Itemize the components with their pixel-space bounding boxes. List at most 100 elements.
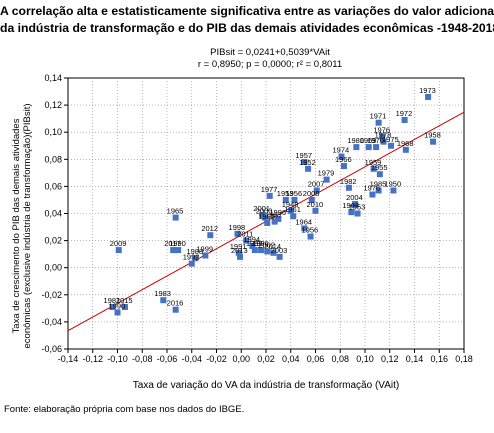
- x-tick-label: -0,08: [132, 354, 153, 364]
- point-label: 1957: [295, 151, 312, 160]
- point-label: 1959: [365, 158, 382, 167]
- data-point: [401, 117, 408, 124]
- point-label: 1971: [370, 112, 387, 121]
- x-tick-label: 0,08: [331, 354, 349, 364]
- data-point: [425, 93, 432, 100]
- point-label: 1996: [269, 208, 286, 217]
- data-point: [109, 303, 116, 310]
- x-tick-label: -0,04: [181, 354, 202, 364]
- data-point: [373, 144, 380, 151]
- data-point: [172, 306, 179, 313]
- point-label: 2004: [346, 193, 363, 202]
- point-label: 1963: [342, 201, 359, 210]
- data-point: [301, 225, 308, 232]
- point-label: 1953: [349, 203, 366, 212]
- data-point: [115, 247, 122, 254]
- data-point: [261, 214, 268, 221]
- data-point: [301, 159, 308, 166]
- point-label: 1950: [384, 179, 401, 188]
- data-point: [249, 243, 256, 250]
- data-point: [170, 247, 177, 254]
- point-label: 2012: [201, 224, 218, 233]
- point-label: 2008: [303, 189, 320, 198]
- data-point: [243, 237, 250, 244]
- point-label: 1974: [332, 146, 349, 155]
- point-label: 1948: [282, 200, 299, 209]
- point-label: 1953: [277, 189, 294, 198]
- chart-title: A correlação alta e estatisticamente sig…: [0, 3, 494, 37]
- axis-ticks: -0,14 -0,12 -0,10 -0,08 -0,06 -0,04 -0,02 0,00 0…: [41, 73, 472, 364]
- data-point: [234, 230, 241, 237]
- point-label: 1975: [382, 135, 399, 144]
- data-point: [207, 232, 214, 239]
- data-point: [375, 187, 382, 194]
- data-point: [308, 196, 315, 203]
- x-tick-label: 0,04: [282, 354, 300, 364]
- point-label: 1991: [230, 242, 247, 251]
- point-label: 2003: [271, 246, 288, 255]
- point-label: 1990: [169, 239, 186, 248]
- point-label: 1976: [363, 184, 380, 193]
- data-point: [290, 213, 297, 220]
- y-tick-label: 0,12: [44, 100, 62, 110]
- point-label: 1969: [360, 136, 377, 145]
- x-tick-label: 0,12: [381, 354, 399, 364]
- data-point: [376, 171, 383, 178]
- y-axis-label-line1: Taxa de crescimento do PIB das demais at…: [11, 118, 22, 333]
- data-point: [175, 247, 182, 254]
- point-label: 1999: [196, 245, 213, 254]
- data-point: [353, 144, 360, 151]
- data-point: [237, 253, 244, 260]
- point-label: 2016: [167, 299, 184, 308]
- point-label: 2000: [256, 207, 273, 216]
- point-label: 1961: [284, 205, 301, 214]
- point-label: 1967: [266, 211, 283, 220]
- y-tick-label: 0,08: [44, 154, 62, 164]
- data-point: [270, 249, 277, 256]
- data-point: [338, 153, 345, 160]
- data-point: [313, 187, 320, 194]
- data-point: [390, 187, 397, 194]
- point-label: 1994: [243, 235, 260, 244]
- point-label: 1998: [229, 223, 246, 232]
- data-point: [276, 253, 283, 260]
- data-points: [109, 93, 437, 316]
- point-label: 2017: [164, 239, 181, 248]
- data-point: [235, 249, 242, 256]
- data-point: [430, 138, 437, 145]
- x-tick-label: 0,16: [430, 354, 448, 364]
- y-tick-label: 0,00: [44, 263, 62, 273]
- point-label: 1968: [397, 139, 414, 148]
- point-label: 1972: [396, 109, 413, 118]
- point-label: 2014: [264, 242, 281, 251]
- data-point: [251, 247, 258, 254]
- x-tick-label: 0,14: [406, 354, 424, 364]
- regression-equation: PIBsit = 0,0241+0,5039*VAit: [210, 47, 330, 58]
- point-label: 1978: [375, 131, 392, 140]
- data-point: [121, 303, 128, 310]
- data-point: [380, 138, 387, 145]
- y-tick-label: 0,06: [44, 181, 62, 191]
- data-point: [345, 184, 352, 191]
- point-label: 1992: [183, 253, 200, 262]
- data-point: [172, 214, 179, 221]
- x-tick-label: 0,02: [257, 354, 275, 364]
- point-label: 1981: [104, 296, 121, 305]
- point-label: 1983: [154, 289, 171, 298]
- point-label: 1966: [335, 155, 352, 164]
- point-label: 1977: [261, 185, 278, 194]
- data-point: [258, 247, 265, 254]
- data-point: [264, 248, 271, 255]
- data-point: [370, 165, 377, 172]
- point-label: 1964: [295, 217, 312, 226]
- data-point: [375, 119, 382, 126]
- data-point: [365, 144, 372, 151]
- x-tick-label: 0,18: [455, 354, 473, 364]
- data-point: [352, 201, 359, 208]
- x-tick-label: 0,10: [356, 354, 374, 364]
- data-point: [291, 196, 298, 203]
- point-label: 2013: [231, 246, 248, 255]
- data-point: [348, 209, 355, 216]
- data-point: [188, 260, 195, 267]
- data-point: [114, 309, 121, 316]
